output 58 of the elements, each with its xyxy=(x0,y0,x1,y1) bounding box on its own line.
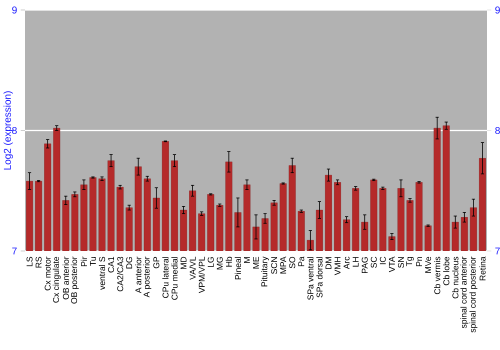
x-tick-label: RS xyxy=(36,256,42,268)
x-tick-label: SCN xyxy=(271,257,278,274)
x-tick-label: spinal cord posterior xyxy=(469,256,478,332)
x-tick-label: Tg xyxy=(406,256,414,266)
x-tick-label: LG xyxy=(208,257,214,268)
x-tick-label: MPA xyxy=(280,256,286,274)
x-tick-label: Pituitary xyxy=(261,256,270,286)
x-tick-label: A posterior xyxy=(143,256,152,298)
y-tick-label: 9 xyxy=(12,6,17,14)
x-tick-label: Pineal xyxy=(234,257,241,280)
x-tick-label: DM xyxy=(326,257,332,269)
x-tick-label: M xyxy=(244,257,250,263)
x-tick-label: VMH xyxy=(334,257,340,276)
x-tick-label: CPu medial xyxy=(171,257,178,300)
x-tick-label: IC xyxy=(380,256,386,264)
x-tick-label: Pir xyxy=(80,256,87,266)
x-tick-label: Tu xyxy=(90,257,96,266)
x-tick-label: Pn xyxy=(416,257,422,266)
x-tick-label: Retina xyxy=(479,256,486,280)
x-tick-label: Cx cingulate xyxy=(52,256,61,303)
x-tick-label: SPa dorsal xyxy=(316,257,323,298)
y2-tick-label: 8 xyxy=(495,126,500,134)
x-tick-label: Cb nucleus xyxy=(452,256,458,298)
x-tick-label: VPM/VPL xyxy=(198,256,205,294)
x-tick-label: OB posterior xyxy=(70,256,79,304)
y2-tick-label: 7 xyxy=(495,248,500,254)
x-tick-label: LH xyxy=(352,257,359,267)
x-tick-label: CPu lateral xyxy=(162,257,169,298)
x-tick-label: A anterior xyxy=(135,256,142,294)
x-tick-label: SO xyxy=(289,256,296,268)
x-tick-label: SPa ventral xyxy=(307,257,314,300)
x-tick-label: LS xyxy=(26,256,33,266)
x-tick-label: Cb lobe xyxy=(443,256,450,286)
x-tick-label: Arc xyxy=(344,256,350,270)
x-tick-label: Cx motor xyxy=(44,256,51,290)
y-tick-label: 8 xyxy=(12,126,17,134)
x-tick-label: CA1 xyxy=(108,256,114,272)
x-tick-label: VA/VL xyxy=(189,256,196,280)
x-tick-label: GP xyxy=(153,256,160,268)
x-tick-label: ventral S xyxy=(98,256,106,290)
x-tick-label: OB anterior xyxy=(62,256,69,300)
x-tick-label: Pa xyxy=(298,256,304,266)
x-tick-label: MD xyxy=(180,256,186,269)
y-tick-label: 7 xyxy=(12,248,17,254)
x-tick-label: CA2/CA3 xyxy=(117,256,124,292)
x-tick-label: MG xyxy=(216,257,223,270)
x-tick-label: spinal cord anterior xyxy=(460,256,468,328)
x-tick-label: SN xyxy=(398,257,404,268)
y-axis-title: Log2 (expression) xyxy=(4,91,13,170)
x-tick-label: Hb xyxy=(226,256,232,267)
x-tick-label: ME xyxy=(253,256,259,268)
x-tick-label: PAG xyxy=(362,257,368,274)
x-tick-label: DG xyxy=(126,257,132,268)
x-tick-label: VTA xyxy=(388,256,395,272)
x-tick-label: MVe xyxy=(425,256,432,273)
x-tick-label: Cb vermis xyxy=(434,256,440,294)
x-tick-label: SC xyxy=(370,256,377,268)
y2-tick-label: 9 xyxy=(495,6,500,14)
